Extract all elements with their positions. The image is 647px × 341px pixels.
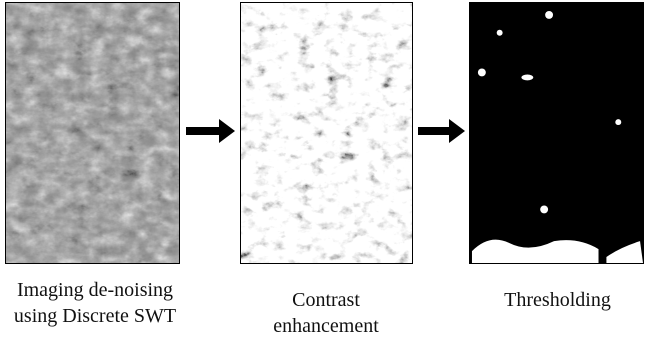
thresholded-image <box>470 3 643 263</box>
arrow-right-icon <box>186 119 235 143</box>
caption-line: enhancement <box>273 315 379 337</box>
caption-line: using Discrete SWT <box>13 305 177 327</box>
caption-line: Imaging de-noising <box>16 279 174 301</box>
denoised-image-panel <box>5 2 180 264</box>
contrast-enhanced-image-panel <box>240 2 413 264</box>
blob <box>521 74 534 81</box>
blob <box>545 10 554 19</box>
arrow-right-icon <box>418 119 465 143</box>
contrast-enhanced-image <box>241 3 412 263</box>
thresholded-image-panel <box>469 2 644 264</box>
arrow-shape <box>418 119 465 143</box>
caption-line: Thresholding <box>504 289 611 311</box>
stage-caption-thresholding: Thresholding <box>470 287 645 313</box>
arrow-shape <box>186 119 235 143</box>
stage-caption-denoising: Imaging de-noising using Discrete SWT <box>0 277 190 329</box>
blob <box>496 29 503 36</box>
blob <box>615 119 622 126</box>
caption-line: Contrast <box>292 289 360 311</box>
blob <box>540 205 549 214</box>
bottom-streak <box>471 239 599 263</box>
denoised-image <box>6 3 179 263</box>
bottom-streak <box>606 241 643 263</box>
stage-caption-contrast: Contrast enhancement <box>236 287 416 339</box>
blob <box>477 68 486 77</box>
